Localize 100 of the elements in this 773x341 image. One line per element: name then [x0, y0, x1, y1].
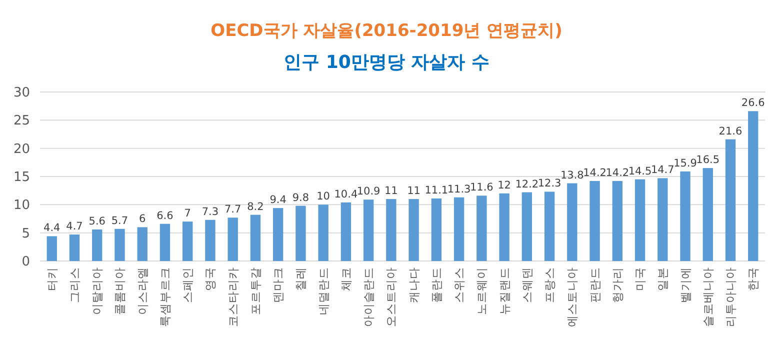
bar [748, 111, 758, 261]
y-tick-label: 25 [13, 114, 30, 129]
data-label: 26.6 [741, 97, 766, 110]
bar [612, 181, 622, 261]
bar [634, 179, 646, 261]
data-label: 9.4 [270, 194, 287, 206]
x-tick-label: 네덜란드 [316, 267, 330, 315]
data-label: 14.2 [606, 167, 630, 180]
x-tick-label: 스페인 [180, 267, 195, 303]
y-tick-label: 30 [13, 86, 30, 101]
bar [725, 139, 736, 261]
y-tick-label: 15 [13, 170, 30, 186]
bar [658, 178, 668, 261]
x-tick-label: 슬로베니아 [700, 267, 715, 327]
x-tick-label: 터키 [44, 267, 59, 291]
data-label: 21.6 [718, 125, 743, 138]
x-tick-label: 콜롬비아 [112, 267, 127, 315]
x-tick-label: 영국 [203, 267, 218, 291]
x-tick-label: 헝가리 [610, 267, 624, 303]
x-tick-label: 에스토니아 [565, 267, 580, 327]
data-label: 11 [407, 185, 420, 198]
data-label: 4.7 [66, 220, 83, 233]
bar [228, 218, 238, 261]
data-label: 9.8 [292, 192, 310, 204]
bar [386, 199, 396, 261]
bar [590, 181, 600, 261]
x-tick-label: 미국 [633, 267, 648, 291]
bar [182, 222, 193, 261]
x-tick-label: 이스라엘 [135, 267, 150, 315]
x-tick-label: 핀란드 [588, 267, 602, 303]
x-tick-label: 오스트리아 [384, 267, 398, 327]
x-tick-label: 프랑스 [542, 267, 557, 303]
x-tick-label: 스웨덴 [520, 267, 534, 303]
bar [702, 168, 713, 261]
x-tick-label: 스위스 [452, 267, 466, 303]
bar [680, 171, 690, 261]
data-label: 7.7 [224, 204, 242, 216]
data-label: 10 [316, 190, 330, 203]
x-tick-label: 칠레 [294, 267, 308, 291]
data-label: 11.6 [470, 182, 494, 194]
bar [522, 192, 532, 261]
data-label: 12 [498, 179, 511, 192]
bar [296, 206, 306, 261]
data-label: 5.6 [88, 215, 106, 228]
data-label: 11 [384, 185, 398, 198]
data-label: 4.4 [44, 222, 61, 234]
data-label: 14.2 [583, 167, 606, 180]
x-tick-label: 한국 [746, 267, 760, 291]
x-tick-label: 아이슬란드 [362, 267, 376, 327]
bar [408, 199, 419, 261]
bar [340, 202, 352, 261]
data-label: 7 [184, 208, 191, 220]
chart-subtitle: 인구 10만명당 자살자 수 [284, 52, 490, 73]
x-tick-label: 뉴질랜드 [497, 267, 512, 315]
bar [544, 192, 555, 261]
bar [318, 204, 328, 261]
x-tick-label: 벨기에 [678, 267, 692, 303]
bar [137, 227, 148, 261]
x-tick-label: 덴마크 [271, 267, 286, 303]
bar [454, 197, 464, 261]
bar [46, 236, 57, 261]
y-tick-label: 5 [22, 226, 30, 242]
data-label: 7.3 [202, 206, 219, 218]
bar [272, 208, 284, 261]
y-tick-label: 0 [22, 254, 30, 270]
bar [160, 224, 170, 261]
chart-title: OECD국가 자살율(2016-2019년 연평균치) [210, 21, 562, 41]
data-label: 13.8 [560, 169, 584, 182]
bar [205, 220, 216, 261]
x-tick-label: 포르투갈 [248, 267, 262, 315]
data-label: 11.3 [447, 183, 471, 196]
bar [499, 193, 510, 261]
data-label: 16.5 [696, 154, 720, 166]
data-label: 12.3 [538, 178, 562, 190]
data-label: 10.9 [356, 186, 380, 198]
data-label: 14.5 [628, 165, 652, 178]
bar [476, 196, 487, 261]
x-tick-label: 노르웨이 [474, 267, 489, 315]
x-tick-label: 룩셈부르크 [158, 267, 172, 327]
data-label: 6 [139, 213, 146, 226]
bar [114, 228, 125, 261]
data-label: 6.6 [156, 210, 174, 222]
bar [363, 200, 374, 261]
x-tick-label: 그리스 [67, 267, 82, 303]
y-tick-label: 10 [13, 198, 30, 214]
bar [567, 183, 578, 261]
x-tick-label: 이탈리아 [90, 267, 104, 315]
data-label: 12.2 [515, 178, 539, 190]
bar [431, 198, 442, 261]
x-tick-label: 폴란드 [429, 267, 444, 303]
y-tick-label: 20 [13, 142, 30, 157]
data-label: 8.2 [247, 200, 264, 213]
x-tick-label: 캐나다 [406, 267, 421, 303]
x-tick-label: 리투아니아 [724, 267, 738, 327]
x-tick-label: 코스타리카 [226, 267, 240, 327]
bar [92, 229, 102, 261]
bar [69, 234, 80, 261]
bar [250, 214, 261, 261]
x-tick-label: 체코 [338, 267, 353, 291]
x-tick-label: 일본 [656, 267, 670, 291]
